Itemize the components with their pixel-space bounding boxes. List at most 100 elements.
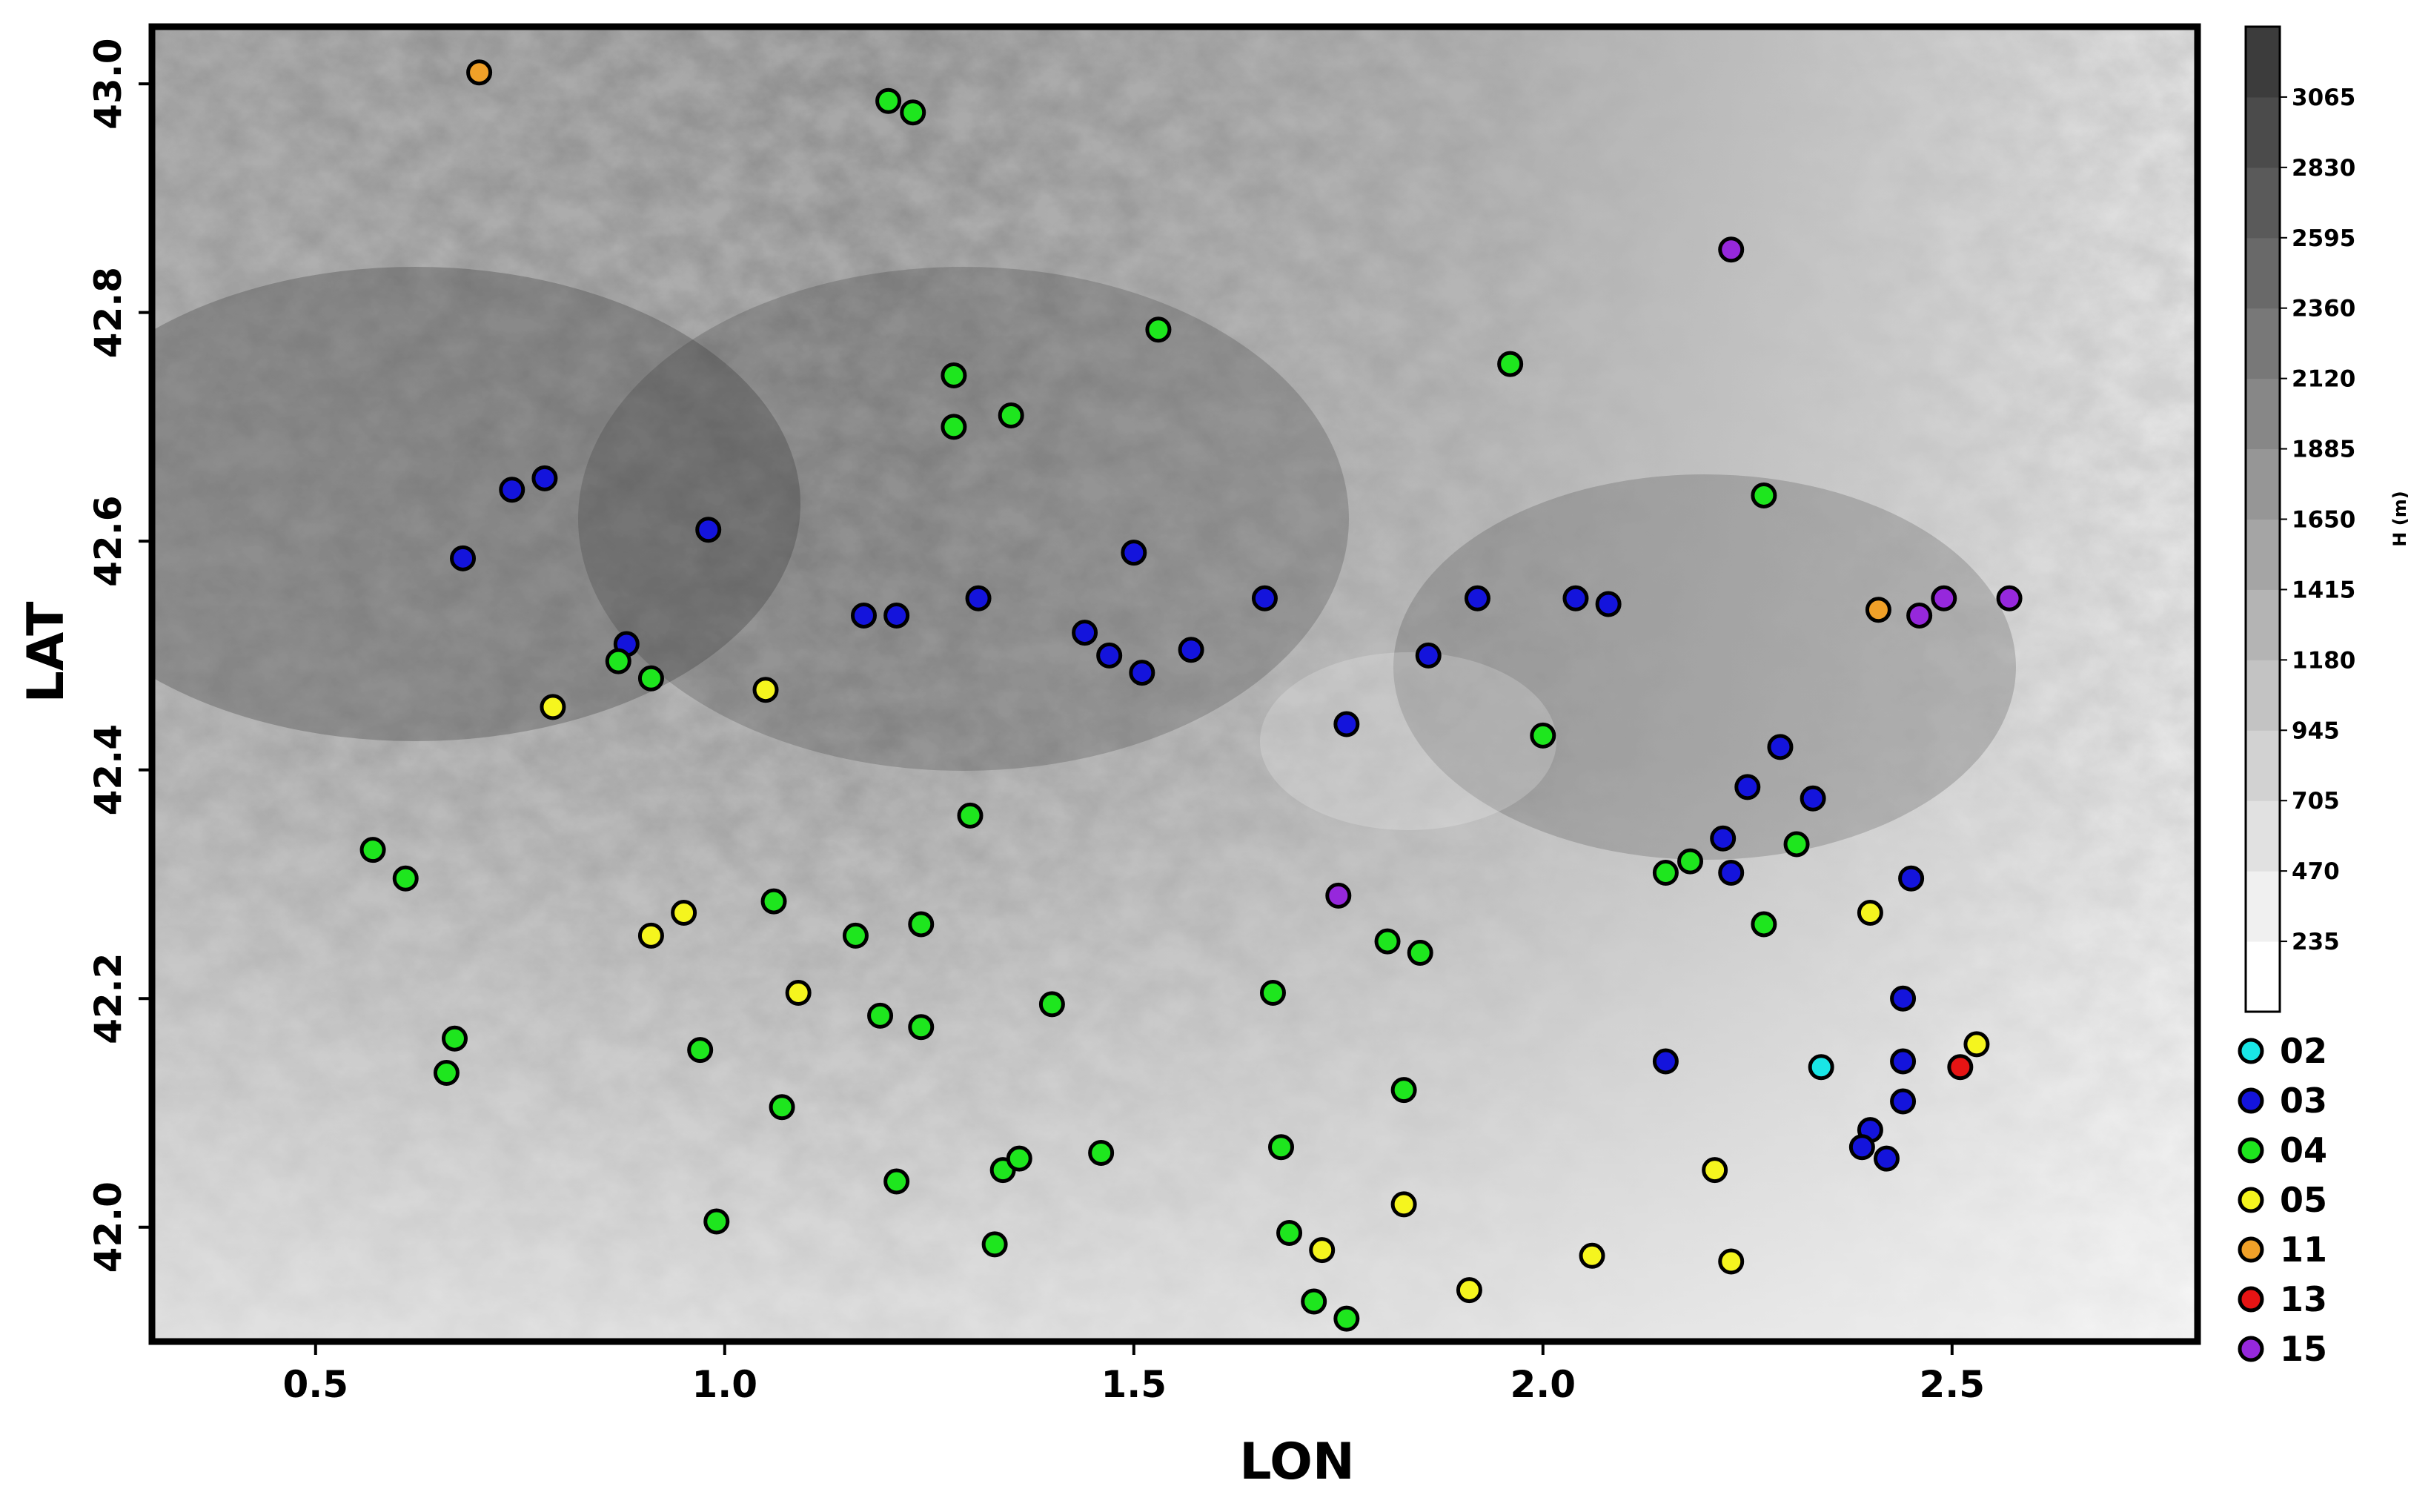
x-tick-label: 1.0 [692,1363,758,1406]
station-marker-05 [1456,1277,1482,1304]
colorbar-tick-label: 235 [2292,929,2340,955]
colorbar-tick-label: 2360 [2292,296,2355,322]
y-axis: 42.0 42.2 42.4 42.6 42.8 43.0 [87,38,152,1273]
station-marker-03 [1890,985,1917,1012]
station-marker-03 [1718,860,1745,886]
station-marker-03 [1890,1048,1917,1075]
station-marker-05 [752,677,779,703]
station-marker-03 [1178,637,1204,663]
station-marker-05 [1857,900,1883,926]
station-marker-04 [867,1002,894,1029]
station-marker-04 [908,911,935,938]
plot-frame [148,23,2201,1345]
station-marker-03 [1415,642,1442,669]
legend-label: 03 [2280,1081,2327,1121]
station-marker-04 [1407,940,1433,966]
station-marker-04 [703,1208,730,1235]
colorbar-band [2246,448,2280,520]
station-marker-15 [1325,882,1352,909]
y-axis-title: LAT [17,601,76,703]
station-marker-04 [605,648,631,674]
station-marker-04 [900,99,926,126]
legend-label: 11 [2280,1230,2327,1270]
station-marker-04 [981,1231,1008,1258]
colorbar-tick-label: 1885 [2292,437,2355,463]
station-marker-04 [392,865,419,892]
x-tick-label: 0.5 [283,1363,349,1406]
station-marker-03 [1734,774,1761,800]
station-marker-04 [1276,1219,1303,1246]
station-marker-03 [1072,620,1098,646]
station-marker-03 [883,602,910,629]
station-marker-03 [1096,642,1123,669]
colorbar-tick-label: 2120 [2292,366,2355,393]
legend-label: 04 [2280,1130,2327,1170]
category-legend: 02 03 04 05 11 13 15 [2238,1031,2327,1369]
station-marker-15 [1718,236,1745,263]
station-marker-05 [637,922,664,949]
station-marker-03 [850,602,877,629]
x-axis-title: LON [1239,1433,1355,1491]
legend-marker-04 [2238,1137,2264,1164]
station-marker-04 [441,1025,468,1052]
colorbar-band [2246,519,2280,590]
colorbar-band [2246,800,2280,872]
station-marker-03 [1848,1134,1875,1161]
station-marker-04 [359,837,386,863]
station-marker-03 [531,465,558,491]
station-marker-03 [695,517,722,543]
station-marker-02 [1808,1054,1834,1081]
station-marker-05 [671,900,697,926]
station-marker-05 [1579,1242,1605,1269]
colorbar-band [2246,308,2280,379]
y-tick-label: 42.6 [87,495,130,586]
legend-label: 05 [2280,1180,2327,1220]
colorbar-band [2246,237,2280,309]
station-marker-03 [1464,585,1490,611]
station-marker-03 [1333,711,1360,737]
station-marker-04 [941,414,967,440]
station-marker-04 [1259,980,1286,1007]
station-marker-03 [499,477,525,503]
station-marker-03 [1595,591,1622,617]
station-marker-04 [998,402,1024,428]
station-marker-04 [1751,911,1777,938]
station-marker-03 [1652,1048,1679,1075]
x-axis: 0.5 1.0 1.5 2.0 2.5 [283,1342,1985,1406]
y-tick-label: 42.8 [87,267,130,358]
station-marker-04 [687,1037,714,1064]
station-marker-04 [1088,1139,1115,1166]
station-marker-04 [1006,1145,1032,1172]
colorbar-band [2246,871,2280,942]
colorbar-band [2246,660,2280,731]
station-marker-04 [1677,848,1704,875]
station-marker-05 [1309,1237,1336,1264]
legend-marker-03 [2238,1087,2264,1114]
station-marker-05 [1390,1191,1417,1218]
station-marker-03 [1767,734,1794,760]
station-marker-04 [1751,482,1777,508]
station-marker-04 [637,665,664,692]
station-marker-03 [450,545,477,571]
legend-marker-02 [2238,1038,2264,1064]
station-marker-04 [875,87,902,114]
legend-marker-05 [2238,1187,2264,1213]
x-tick-label: 2.0 [1510,1363,1576,1406]
colorbar-tick-label: 2595 [2292,225,2355,252]
station-marker-04 [1268,1134,1295,1161]
colorbar-tick-label: 705 [2292,788,2340,815]
station-marker-15 [1996,585,2023,611]
colorbar-band [2246,96,2280,168]
station-marker-04 [883,1168,910,1195]
station-marker-05 [540,694,566,720]
station-marker-04 [1652,860,1679,886]
legend-label: 13 [2280,1279,2327,1319]
station-marker-04 [957,802,984,829]
station-marker-04 [1530,722,1556,749]
station-marker-15 [1906,602,1933,629]
station-marker-11 [466,59,493,86]
station-marker-04 [1374,928,1401,955]
colorbar-band [2246,167,2280,239]
station-marker-03 [1898,865,1925,892]
station-marker-13 [1947,1054,1974,1081]
